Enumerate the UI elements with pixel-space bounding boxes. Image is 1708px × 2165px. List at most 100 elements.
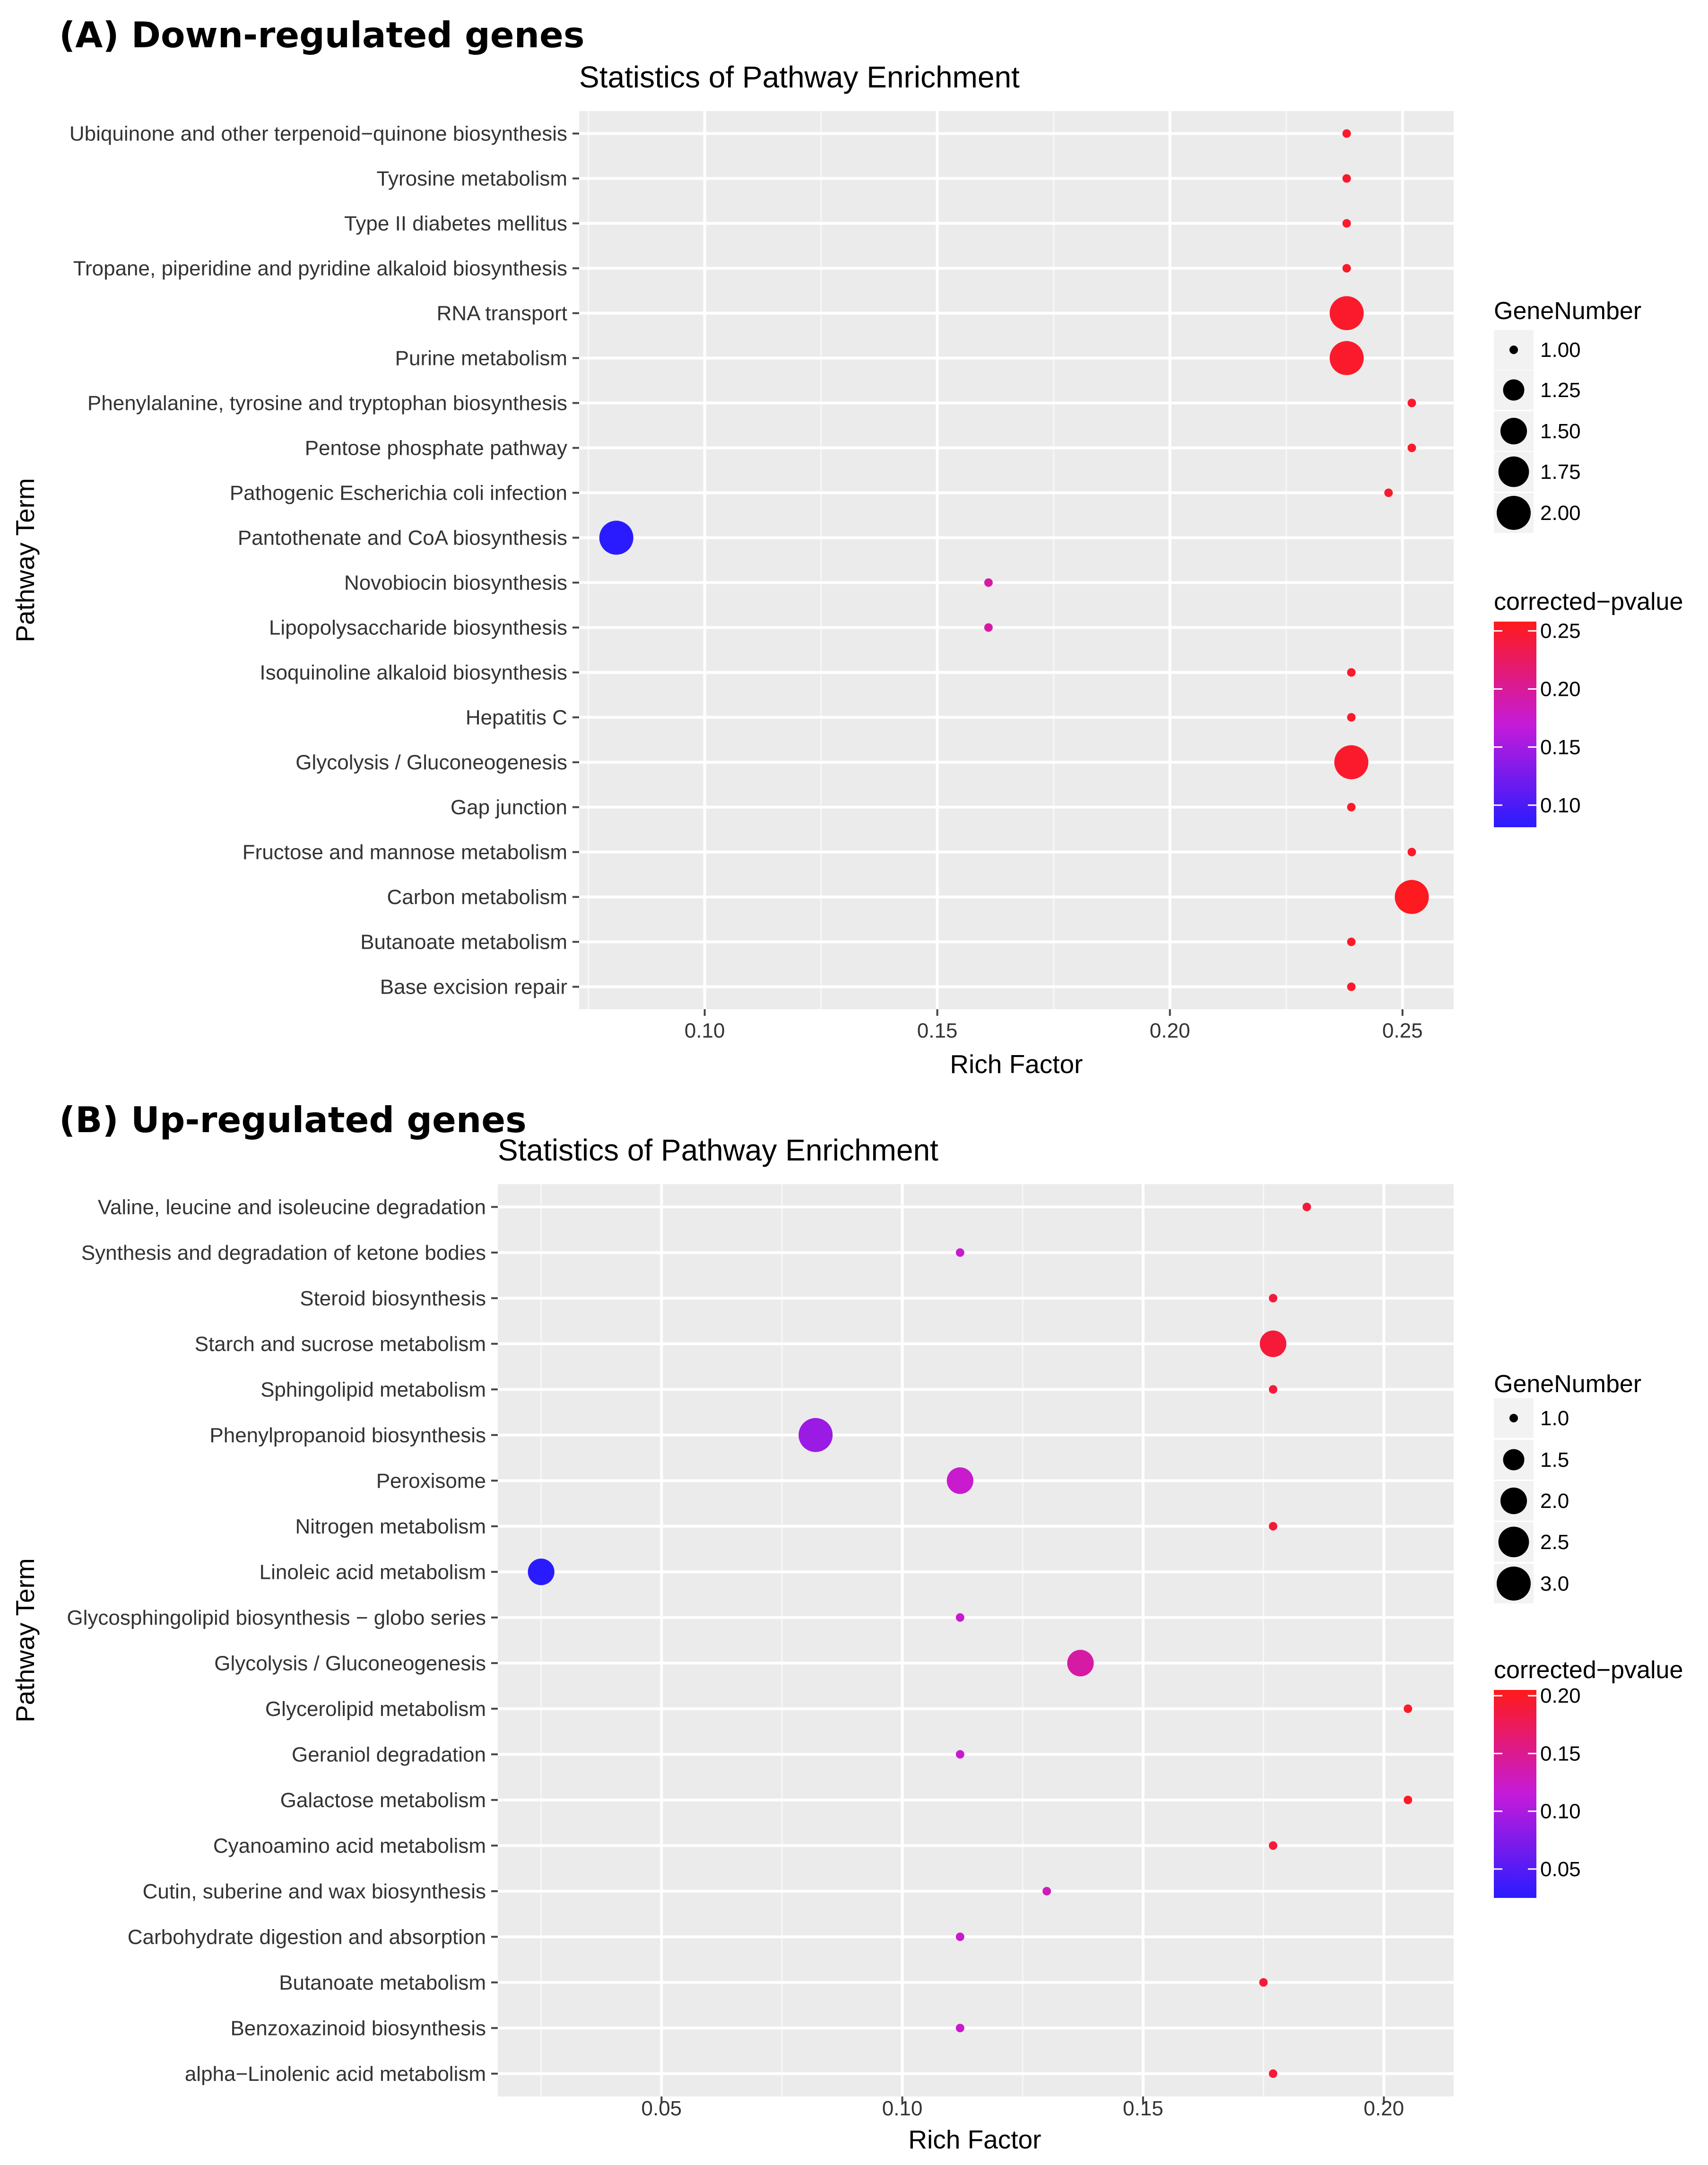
data-point <box>1269 2069 1278 2078</box>
x-tick-label: 0.15 <box>917 1019 958 1042</box>
size-legend-label: 2.5 <box>1540 1531 1569 1554</box>
size-legend-label: 2.00 <box>1540 502 1581 525</box>
y-tick-label: Carbon metabolism <box>387 886 568 909</box>
y-tick-label: Glycerolipid metabolism <box>265 1697 486 1721</box>
size-legend-dot <box>1500 1487 1527 1515</box>
y-tick-label: Glycolysis / Gluconeogenesis <box>214 1652 486 1675</box>
panel-a-points <box>599 129 1429 991</box>
data-point <box>1342 264 1351 273</box>
size-legend-dot <box>1509 346 1518 354</box>
y-tick-label: Pantothenate and CoA biosynthesis <box>238 527 567 550</box>
data-point <box>955 1613 964 1622</box>
panel-a-y-axis-title: Pathway Term <box>10 478 40 642</box>
y-tick-label: alpha−Linolenic acid metabolism <box>185 2062 486 2086</box>
size-legend-label: 1.75 <box>1540 460 1581 484</box>
size-legend-label: 2.0 <box>1540 1490 1569 1513</box>
colorbar-label: 0.05 <box>1540 1858 1581 1881</box>
panel-b-points <box>528 1203 1413 2078</box>
data-point <box>599 520 633 555</box>
colorbar-label: 0.10 <box>1540 1800 1581 1823</box>
x-tick-label: 0.25 <box>1382 1019 1423 1042</box>
data-point <box>528 1559 555 1585</box>
panel-a-colorbar <box>1494 622 1536 827</box>
data-point <box>955 2024 964 2033</box>
y-tick-label: Hepatitis C <box>466 706 567 729</box>
colorbar-label: 0.15 <box>1540 736 1581 759</box>
data-point <box>984 623 993 632</box>
colorbar-label: 0.20 <box>1540 678 1581 701</box>
data-point <box>1342 129 1351 138</box>
colorbar-label: 0.15 <box>1540 1742 1581 1765</box>
size-legend-label: 1.00 <box>1540 338 1581 362</box>
x-tick-label: 0.15 <box>1123 2097 1163 2120</box>
data-point <box>1347 982 1356 991</box>
panel-b-color-legend-title: corrected−pvalue <box>1494 1656 1683 1684</box>
size-legend-dot <box>1509 1414 1518 1422</box>
panel-a-plot-background <box>579 111 1454 1009</box>
data-point <box>1067 1650 1094 1677</box>
data-point <box>1269 1522 1278 1531</box>
y-tick-label: Lipopolysaccharide biosynthesis <box>269 616 567 640</box>
y-tick-label: Novobiocin biosynthesis <box>344 572 567 595</box>
x-tick-label: 0.05 <box>642 2097 682 2120</box>
panel-a-color-legend-title: corrected−pvalue <box>1494 588 1683 615</box>
panel-b-plot-background <box>498 1184 1454 2096</box>
y-tick-label: Synthesis and degradation of ketone bodi… <box>81 1241 486 1264</box>
y-tick-label: Tyrosine metabolism <box>377 167 567 191</box>
y-tick-label: Benzoxazinoid biosynthesis <box>230 2017 486 2040</box>
panel-a-size-legend-title: GeneNumber <box>1494 297 1641 325</box>
data-point <box>1334 745 1369 779</box>
panel-b-y-axis-title: Pathway Term <box>10 1558 40 1722</box>
data-point <box>1347 668 1356 677</box>
y-tick-label: Butanoate metabolism <box>360 931 567 954</box>
data-point <box>1302 1203 1311 1212</box>
y-tick-label: Steroid biosynthesis <box>300 1287 486 1310</box>
panel-a: (A) Down-regulated genes Statistics of P… <box>10 14 1683 1079</box>
data-point <box>955 1750 964 1759</box>
y-tick-label: Starch and sucrose metabolism <box>195 1333 486 1356</box>
size-legend-dot <box>1500 417 1527 445</box>
x-tick-label: 0.10 <box>882 2097 923 2120</box>
data-point <box>946 1467 973 1494</box>
size-legend-label: 1.5 <box>1540 1448 1569 1472</box>
y-tick-label: Glycosphingolipid biosynthesis − globo s… <box>67 1606 486 1629</box>
data-point <box>1347 803 1356 812</box>
panel-b-y-tick-labels: Valine, leucine and isoleucine degradati… <box>67 1195 498 2086</box>
size-legend-dot <box>1498 456 1529 487</box>
y-tick-label: Butanoate metabolism <box>279 1971 486 1994</box>
size-legend-dot <box>1497 496 1531 530</box>
y-tick-label: Phenylpropanoid biosynthesis <box>209 1424 486 1447</box>
size-legend-dot <box>1503 379 1525 401</box>
data-point <box>1259 1978 1268 1987</box>
size-legend-label: 1.25 <box>1540 379 1581 402</box>
data-point <box>1347 937 1356 946</box>
size-legend-label: 1.50 <box>1540 420 1581 443</box>
data-point <box>1269 1385 1278 1394</box>
data-point <box>1329 341 1364 375</box>
y-tick-label: Tropane, piperidine and pyridine alkaloi… <box>73 257 567 280</box>
data-point <box>1407 398 1416 407</box>
data-point <box>1342 219 1351 228</box>
y-tick-label: RNA transport <box>437 302 567 325</box>
y-tick-label: Geraniol degradation <box>292 1743 486 1766</box>
data-point <box>798 1418 833 1452</box>
colorbar-label: 0.20 <box>1540 1684 1581 1707</box>
y-tick-label: Galactose metabolism <box>280 1789 486 1812</box>
y-tick-label: Ubiquinone and other terpenoid−quinone b… <box>69 122 567 146</box>
panel-b-label: (B) Up-regulated genes <box>59 1099 527 1141</box>
data-point <box>1342 174 1351 183</box>
colorbar-label: 0.10 <box>1540 794 1581 817</box>
y-tick-label: Carbohydrate digestion and absorption <box>128 1925 486 1948</box>
panel-a-x-tick-labels: 0.10 0.15 0.20 0.25 <box>685 1009 1423 1042</box>
data-point <box>955 1248 964 1257</box>
data-point <box>1384 488 1393 497</box>
y-tick-label: Sphingolipid metabolism <box>260 1378 486 1401</box>
y-tick-label: Pathogenic Escherichia coli infection <box>230 482 567 505</box>
data-point <box>1407 848 1416 857</box>
y-tick-label: Pentose phosphate pathway <box>305 437 567 460</box>
panel-b-colorbar <box>1494 1690 1536 1898</box>
panel-a-y-tick-labels: Ubiquinone and other terpenoid−quinone b… <box>69 122 579 999</box>
panel-a-size-legend: 1.00 1.25 1.50 1.75 2.00 <box>1494 330 1581 533</box>
panel-b-chart-title: Statistics of Pathway Enrichment <box>498 1133 938 1167</box>
y-tick-label: Fructose and mannose metabolism <box>243 841 567 864</box>
